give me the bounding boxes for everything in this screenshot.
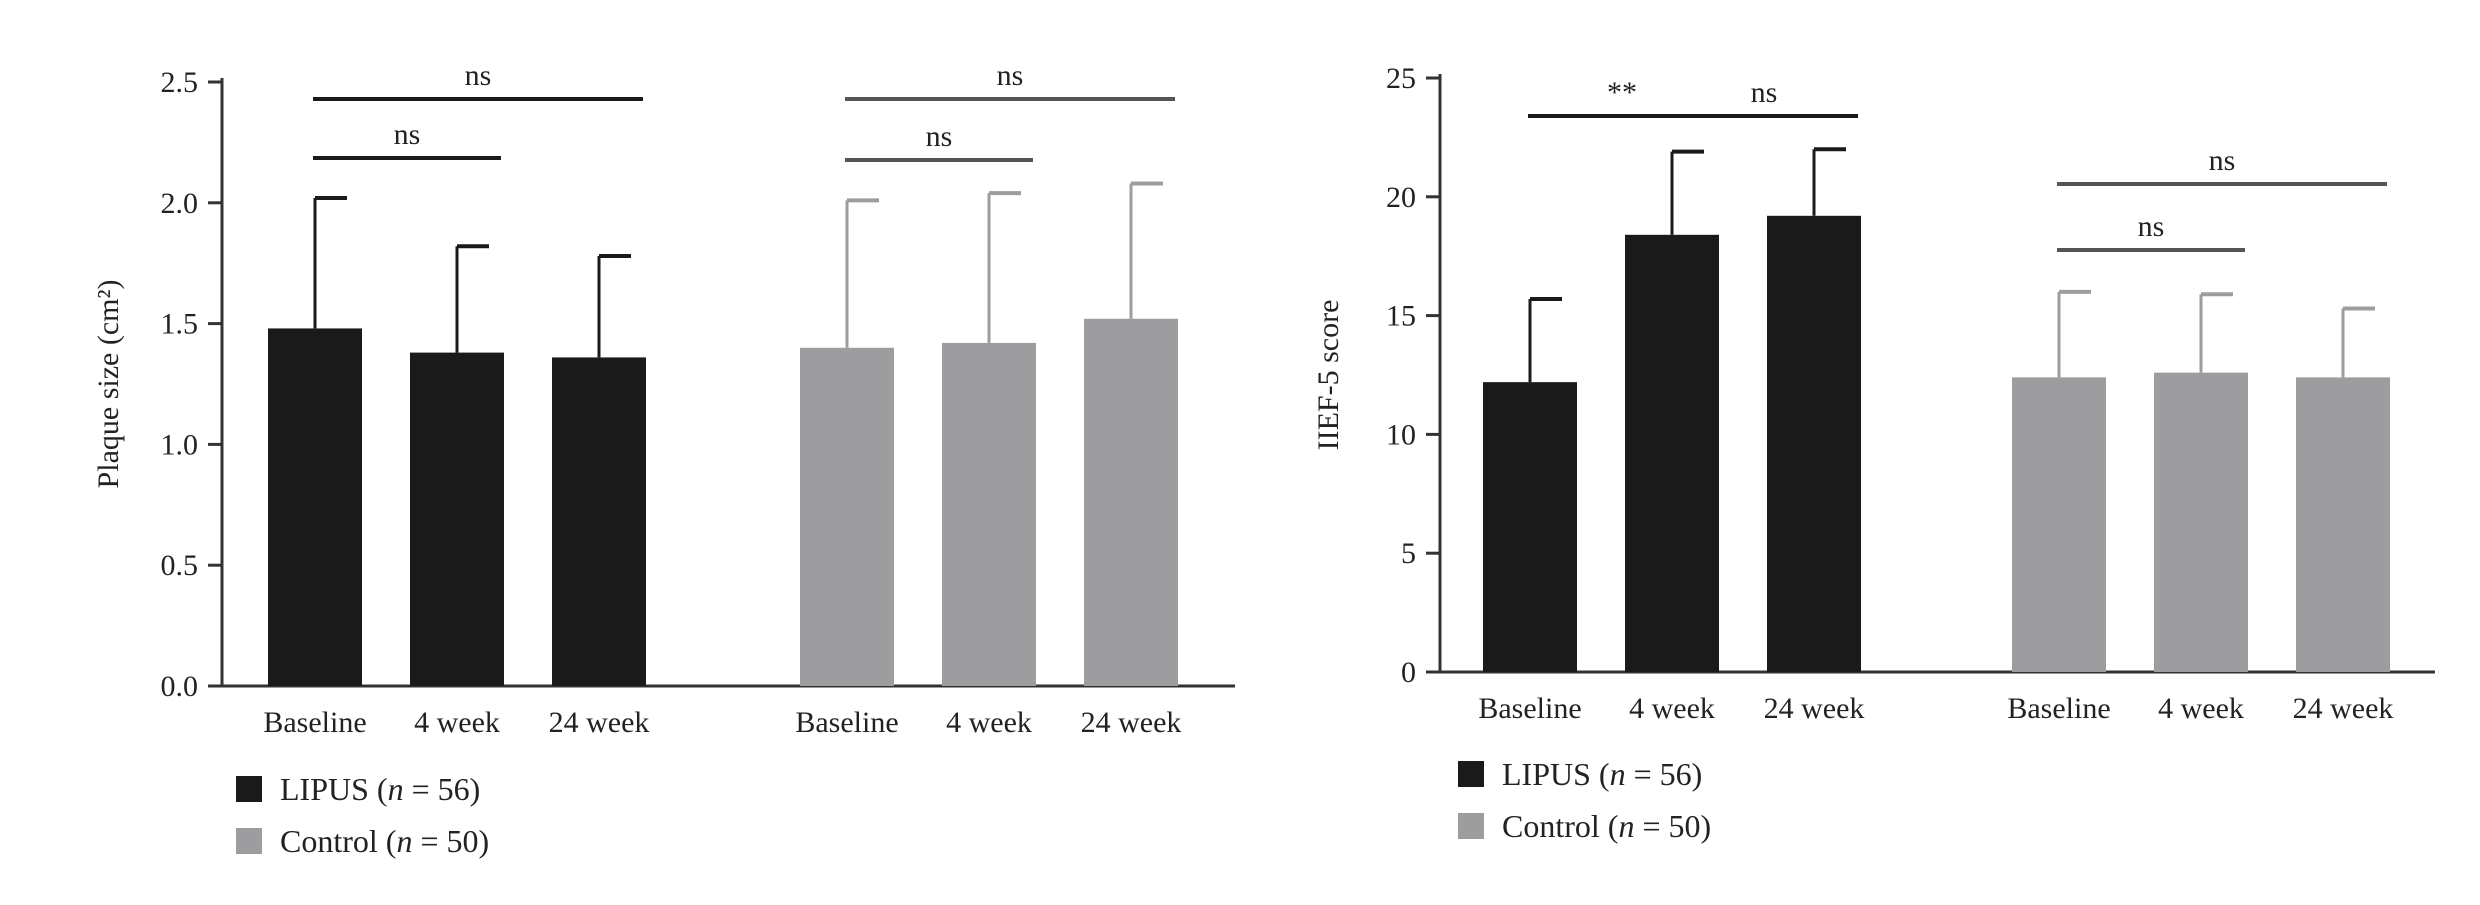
y-tick-label: 20 — [1386, 181, 1416, 214]
y-tick-label: 2.0 — [161, 187, 199, 220]
significance-label: ns — [465, 59, 492, 92]
control-bar-4-week — [2154, 372, 2248, 672]
significance-label: ns — [997, 59, 1024, 92]
lipus-legend-label: LIPUS (n = 56) — [1502, 756, 1702, 792]
significance-label: ns — [926, 120, 953, 153]
significance-label: ns — [394, 118, 421, 151]
control-bar-baseline — [2012, 377, 2106, 672]
lipus-bar-baseline — [268, 328, 362, 686]
y-tick-label: 0.0 — [161, 670, 199, 703]
significance-label: ** — [1607, 76, 1637, 109]
lipus-bar-4-week — [1625, 234, 1719, 673]
lipus-legend-swatch — [236, 776, 262, 802]
y-tick-label: 0.5 — [161, 549, 199, 582]
x-tick-label: 24 week — [549, 706, 650, 739]
y-tick-label: 1.5 — [161, 308, 199, 341]
control-legend-label: Control (n = 50) — [1502, 808, 1711, 844]
x-tick-label: 24 week — [2293, 692, 2394, 725]
control-bar-4-week — [942, 342, 1036, 686]
control-legend-swatch — [1458, 813, 1484, 839]
y-axis-title: Plaque size (cm²) — [92, 280, 125, 489]
control-bar-baseline — [800, 347, 894, 686]
y-axis-title: IIEF-5 score — [1312, 300, 1345, 451]
plaque-size-chart: 0.0 0.5 1.0 1.5 2.0 2.5 Plaque size (cm²) Basel… — [92, 59, 1235, 859]
control-bar-24-week — [2296, 377, 2390, 672]
y-tick-label: 15 — [1386, 300, 1416, 333]
lipus-bar-4-week — [410, 352, 504, 686]
y-tick-label: 10 — [1386, 418, 1416, 451]
lipus-legend-swatch — [1458, 761, 1484, 787]
x-tick-label: Baseline — [795, 706, 898, 739]
control-bar-24-week — [1084, 318, 1178, 686]
x-tick-label: 4 week — [414, 706, 500, 739]
significance-label: ns — [2138, 210, 2165, 243]
x-tick-label: 24 week — [1764, 692, 1865, 725]
x-tick-label: Baseline — [2007, 692, 2110, 725]
control-legend-swatch — [236, 828, 262, 854]
iief5-score-chart: 0 5 10 15 20 25 IIEF-5 score Baseline 4 week 24 w… — [1312, 62, 2435, 844]
lipus-legend-label: LIPUS (n = 56) — [280, 771, 480, 807]
significance-label: ns — [2209, 144, 2236, 177]
x-tick-label: Baseline — [263, 706, 366, 739]
significance-label: ns — [1751, 76, 1778, 109]
y-tick-label: 2.5 — [161, 66, 199, 99]
x-tick-label: Baseline — [1478, 692, 1581, 725]
y-tick-label: 0 — [1401, 656, 1416, 689]
lipus-bar-24-week — [1767, 215, 1861, 673]
x-tick-label: 4 week — [946, 706, 1032, 739]
x-tick-label: 4 week — [1629, 692, 1715, 725]
lipus-bar-baseline — [1483, 382, 1577, 672]
y-tick-label: 1.0 — [161, 428, 199, 461]
y-tick-label: 5 — [1401, 537, 1416, 570]
control-legend-label: Control (n = 50) — [280, 823, 489, 859]
lipus-bar-24-week — [552, 357, 646, 686]
x-tick-label: 4 week — [2158, 692, 2244, 725]
y-tick-label: 25 — [1386, 62, 1416, 95]
x-tick-label: 24 week — [1081, 706, 1182, 739]
